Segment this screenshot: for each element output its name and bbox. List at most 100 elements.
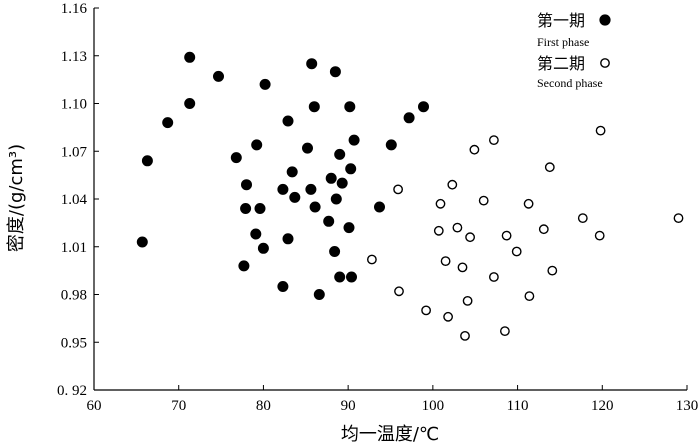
data-point-series-2 bbox=[440, 256, 451, 266]
data-point-series-1 bbox=[374, 201, 385, 213]
y-tick-label: 0.98 bbox=[61, 288, 87, 304]
y-tick-label: 0.95 bbox=[61, 335, 87, 351]
data-point-series-1 bbox=[282, 233, 294, 245]
x-tick-label: 100 bbox=[422, 398, 445, 414]
data-point-series-1 bbox=[418, 101, 429, 113]
data-point-series-2 bbox=[488, 135, 499, 146]
data-point-series-1 bbox=[334, 271, 346, 283]
legend-marker-series-2 bbox=[600, 58, 610, 68]
legend-label-series-2: 第二期 bbox=[537, 54, 585, 73]
data-point-series-2 bbox=[452, 222, 463, 233]
data-point-series-1 bbox=[329, 246, 341, 257]
data-point-series-2 bbox=[447, 179, 458, 190]
x-tick-label: 60 bbox=[87, 398, 102, 414]
data-point-series-1 bbox=[385, 139, 397, 151]
x-tick-label: 130 bbox=[676, 398, 699, 414]
legend: 第一期 First phase 第二期 Second phase bbox=[537, 11, 611, 90]
data-point-series-1 bbox=[213, 70, 224, 82]
data-point-series-1 bbox=[277, 183, 289, 195]
data-point-series-2 bbox=[433, 225, 444, 236]
data-point-series-1 bbox=[136, 236, 148, 248]
data-point-series-1 bbox=[348, 134, 360, 146]
y-tick-label: 1.13 bbox=[61, 49, 87, 65]
data-point-series-1 bbox=[313, 289, 325, 300]
data-point-series-1 bbox=[277, 281, 289, 292]
data-point-series-1 bbox=[343, 222, 355, 234]
data-point-series-1 bbox=[184, 98, 196, 109]
data-point-series-2 bbox=[594, 230, 605, 241]
data-point-series-1 bbox=[241, 179, 252, 191]
data-point-series-2 bbox=[469, 144, 480, 155]
y-tick-label: 1.04 bbox=[61, 192, 88, 208]
data-point-series-2 bbox=[443, 311, 453, 322]
data-point-series-1 bbox=[162, 117, 174, 129]
data-point-series-2 bbox=[673, 213, 684, 224]
data-point-series-1 bbox=[240, 203, 252, 214]
x-tick-label: 110 bbox=[507, 398, 529, 414]
data-point-series-1 bbox=[344, 101, 356, 113]
tick-labels: 60 70 80 90 100 110 120 130 0. 92 0.95 0.98 1.01 1.0… bbox=[57, 1, 698, 414]
x-tick-label: 80 bbox=[256, 398, 271, 414]
legend-label-series-1: 第一期 bbox=[537, 11, 585, 30]
data-point-series-2 bbox=[393, 184, 403, 195]
data-point-series-1 bbox=[308, 101, 320, 113]
data-point-series-2 bbox=[524, 291, 535, 301]
data-point-series-1 bbox=[323, 215, 335, 227]
data-point-series-2 bbox=[544, 162, 555, 173]
data-point-series-2 bbox=[457, 262, 468, 273]
data-point-series-1 bbox=[286, 166, 298, 178]
data-points bbox=[136, 51, 684, 341]
data-point-series-1 bbox=[403, 112, 415, 124]
data-point-series-2 bbox=[499, 326, 510, 336]
data-point-series-2 bbox=[421, 305, 431, 316]
data-point-series-2 bbox=[460, 330, 470, 341]
data-point-series-2 bbox=[595, 125, 606, 136]
data-point-series-1 bbox=[305, 183, 317, 195]
data-point-series-2 bbox=[435, 198, 446, 209]
legend-sublabel-series-1: First phase bbox=[537, 35, 589, 49]
data-point-series-1 bbox=[141, 155, 153, 167]
legend-sublabel-series-2: Second phase bbox=[537, 76, 603, 90]
data-point-series-1 bbox=[306, 58, 318, 70]
data-point-series-1 bbox=[336, 177, 348, 189]
data-point-series-1 bbox=[259, 78, 271, 90]
data-point-series-1 bbox=[250, 228, 262, 240]
data-point-series-2 bbox=[523, 198, 534, 209]
data-point-series-1 bbox=[325, 172, 337, 184]
data-point-series-1 bbox=[309, 201, 321, 213]
data-point-series-1 bbox=[346, 271, 357, 283]
data-point-series-1 bbox=[329, 66, 341, 78]
data-point-series-1 bbox=[330, 193, 342, 205]
data-point-series-2 bbox=[577, 213, 588, 224]
x-tick-label: 70 bbox=[171, 398, 186, 414]
x-tick-label: 120 bbox=[591, 398, 614, 414]
data-point-series-1 bbox=[282, 115, 294, 127]
y-tick-label: 1.01 bbox=[61, 240, 87, 256]
data-point-series-2 bbox=[462, 295, 473, 306]
data-point-series-1 bbox=[334, 148, 346, 160]
data-point-series-1 bbox=[251, 139, 263, 151]
data-point-series-1 bbox=[302, 142, 313, 154]
y-tick-label: 0. 92 bbox=[57, 383, 87, 399]
data-point-series-1 bbox=[184, 51, 196, 63]
data-point-series-2 bbox=[394, 286, 404, 297]
data-point-series-1 bbox=[238, 260, 250, 272]
data-point-series-2 bbox=[478, 195, 489, 206]
data-point-series-1 bbox=[254, 203, 266, 214]
data-point-series-2 bbox=[366, 254, 377, 265]
x-axis-label: 均一温度/℃ bbox=[341, 424, 439, 445]
data-point-series-1 bbox=[230, 152, 242, 164]
data-point-series-2 bbox=[547, 265, 558, 276]
y-axis-label: 密度/(g/cm³) bbox=[6, 144, 27, 252]
y-tick-label: 1.07 bbox=[61, 144, 88, 160]
x-tick-label: 90 bbox=[341, 398, 356, 414]
data-point-series-1 bbox=[289, 191, 301, 203]
y-tick-label: 1.16 bbox=[61, 1, 88, 17]
data-point-series-1 bbox=[257, 242, 269, 254]
data-point-series-2 bbox=[511, 246, 522, 257]
axes bbox=[93, 7, 688, 391]
y-tick-label: 1.10 bbox=[61, 97, 87, 113]
data-point-series-1 bbox=[345, 163, 357, 175]
data-point-series-2 bbox=[465, 232, 475, 243]
